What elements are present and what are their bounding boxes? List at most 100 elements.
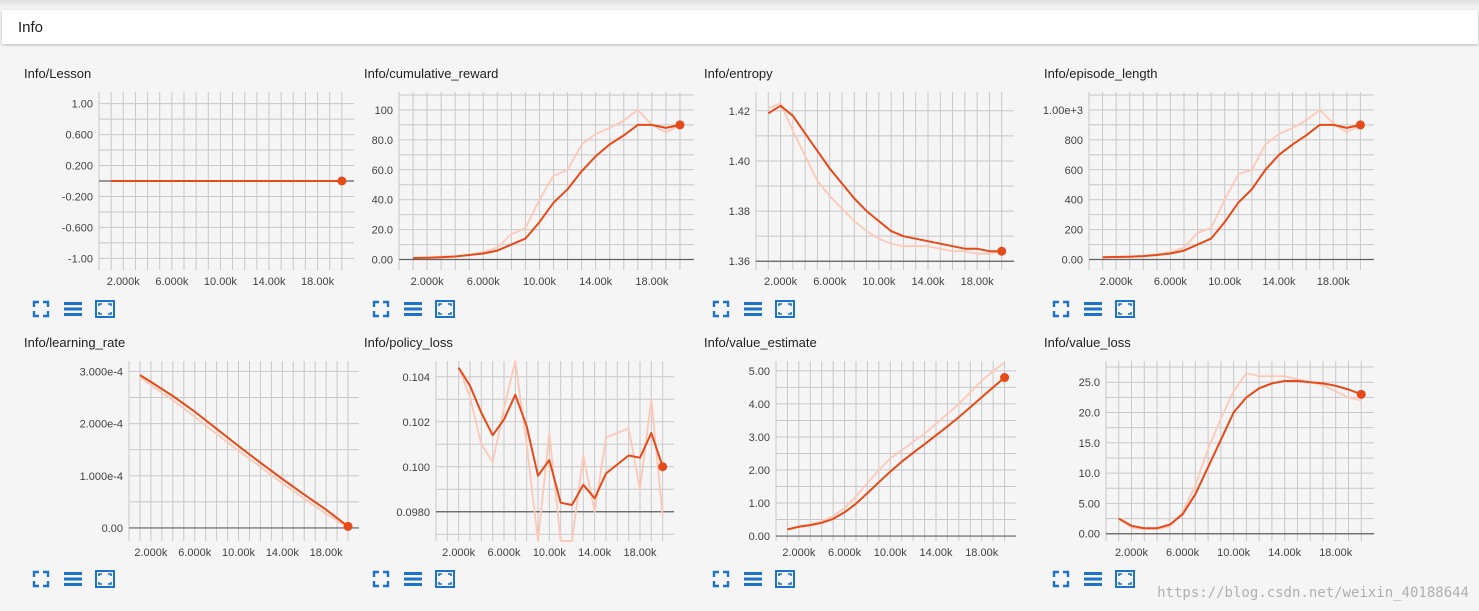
x-tick-label: 14.00k bbox=[579, 276, 613, 288]
expand-icon[interactable] bbox=[710, 568, 732, 590]
y-tick-label: 4.00 bbox=[749, 399, 770, 411]
x-tick-label: 2.000k bbox=[764, 276, 798, 288]
y-tick-label: 0.104 bbox=[402, 372, 430, 384]
y-tick-label: 0.600 bbox=[65, 130, 93, 142]
toggle-log-scale-icon[interactable] bbox=[1082, 568, 1104, 590]
y-tick-label: -1.00 bbox=[68, 253, 93, 265]
x-tick-label: 10.00k bbox=[862, 276, 896, 288]
x-tick-label: 10.00k bbox=[523, 276, 557, 288]
y-tick-label: 25.0 bbox=[1079, 377, 1100, 389]
toggle-log-scale-icon[interactable] bbox=[62, 298, 84, 320]
x-tick-label: 2.000k bbox=[134, 547, 168, 559]
chart-plot[interactable]: 0.00 1.00 2.00 3.00 4.00 5.00 2.000k 6.000k 10.0… bbox=[704, 335, 1040, 565]
series-line-smoothed bbox=[787, 376, 1006, 531]
fit-domain-icon[interactable] bbox=[774, 568, 796, 590]
x-tick-label: 6.000k bbox=[487, 547, 521, 559]
chart-plot[interactable]: 0.0980 0.100 0.102 0.104 2.000k 6.000k 10.00k 1… bbox=[364, 335, 700, 565]
x-tick-label: 18.00k bbox=[310, 547, 344, 559]
y-tick-label: 2.000e-4 bbox=[80, 419, 123, 431]
x-tick-label: 18.00k bbox=[635, 276, 669, 288]
last-point-marker[interactable] bbox=[1000, 373, 1010, 383]
y-tick-label: 400 bbox=[1065, 195, 1083, 207]
toggle-log-scale-icon[interactable] bbox=[1082, 298, 1104, 320]
fit-domain-icon[interactable] bbox=[94, 568, 116, 590]
y-tick-label: 100 bbox=[375, 105, 393, 117]
chart-plot[interactable]: 0.00 5.00 10.0 15.0 20.0 25.0 2.000k 6.000k 10.0… bbox=[1044, 335, 1380, 565]
y-tick-label: 0.0980 bbox=[396, 507, 430, 519]
y-tick-label: 5.00 bbox=[749, 366, 770, 378]
x-tick-label: 6.000k bbox=[828, 547, 862, 559]
series-line-raw bbox=[787, 361, 1006, 531]
toggle-log-scale-icon[interactable] bbox=[742, 298, 764, 320]
x-tick-label: 14.00k bbox=[919, 547, 953, 559]
last-point-marker[interactable] bbox=[1355, 120, 1365, 130]
fit-domain-icon[interactable] bbox=[1114, 298, 1136, 320]
series-line-smoothed bbox=[457, 367, 664, 506]
chart-plot[interactable]: 0.00 1.000e-4 2.000e-4 3.000e-4 2.000k 6.000k… bbox=[24, 335, 360, 565]
chart-plot[interactable]: 0.00 20.0 40.0 60.0 80.0 100 2.000k 6.000k 10.00… bbox=[364, 66, 700, 296]
last-point-marker[interactable] bbox=[343, 521, 353, 531]
chart-card: Info/episode_length 0.00 200 400 600 800 1.00e… bbox=[1043, 66, 1380, 332]
y-tick-label: 0.00 bbox=[1079, 529, 1100, 541]
toggle-log-scale-icon[interactable] bbox=[402, 568, 424, 590]
y-tick-label: 20.0 bbox=[1079, 408, 1100, 420]
y-tick-label: 1.00e+3 bbox=[1043, 105, 1083, 117]
chart-plot[interactable]: 1.00 0.600 0.200 -0.200 -0.600 -1.00 2.000k 6.0… bbox=[24, 66, 360, 296]
x-tick-label: 2.000k bbox=[411, 276, 445, 288]
y-tick-label: 40.0 bbox=[372, 195, 393, 207]
y-tick-label: 3.000e-4 bbox=[80, 366, 123, 378]
fit-domain-icon[interactable] bbox=[434, 568, 456, 590]
chart-title: Info/cumulative_reward bbox=[364, 66, 499, 81]
expand-icon[interactable] bbox=[30, 568, 52, 590]
expand-icon[interactable] bbox=[370, 568, 392, 590]
fit-domain-icon[interactable] bbox=[1114, 568, 1136, 590]
section-header[interactable]: Info bbox=[2, 10, 1478, 44]
y-tick-label: 2.00 bbox=[749, 465, 770, 477]
expand-icon[interactable] bbox=[1050, 568, 1072, 590]
toggle-log-scale-icon[interactable] bbox=[742, 568, 764, 590]
x-tick-label: 18.00k bbox=[1319, 547, 1353, 559]
x-tick-label: 10.00k bbox=[1208, 276, 1242, 288]
chart-card: Info/value_estimate 0.00 1.00 2.00 3.00 4.00 5… bbox=[704, 335, 1040, 601]
x-tick-label: 6.000k bbox=[1166, 547, 1200, 559]
chart-card: Info/entropy 1.36 1.38 1.40 1.42 2.000k 6.000k… bbox=[704, 66, 1040, 332]
x-tick-label: 10.00k bbox=[874, 547, 908, 559]
y-tick-label: 80.0 bbox=[372, 135, 393, 147]
last-point-marker[interactable] bbox=[337, 176, 347, 186]
y-tick-label: 1.42 bbox=[729, 106, 750, 118]
chart-title: Info/Lesson bbox=[24, 66, 92, 81]
y-tick-label: 1.00 bbox=[749, 498, 770, 510]
fit-domain-icon[interactable] bbox=[94, 298, 116, 320]
y-tick-label: 1.40 bbox=[729, 156, 750, 168]
x-tick-label: 14.00k bbox=[1268, 547, 1302, 559]
series-line-raw bbox=[1118, 372, 1362, 530]
y-tick-label: 800 bbox=[1065, 135, 1083, 147]
x-tick-label: 14.00k bbox=[911, 276, 945, 288]
last-point-marker[interactable] bbox=[1356, 389, 1366, 399]
x-tick-label: 6.000k bbox=[467, 276, 501, 288]
y-tick-label: 200 bbox=[1065, 225, 1083, 237]
expand-icon[interactable] bbox=[1050, 298, 1072, 320]
last-point-marker[interactable] bbox=[997, 246, 1007, 256]
y-tick-label: 10.0 bbox=[1079, 468, 1100, 480]
series-line-smoothed bbox=[412, 123, 681, 259]
expand-icon[interactable] bbox=[370, 298, 392, 320]
x-tick-label: 2.000k bbox=[1115, 547, 1149, 559]
toggle-log-scale-icon[interactable] bbox=[402, 298, 424, 320]
chart-plot[interactable]: 1.36 1.38 1.40 1.42 2.000k 6.000k 10.00k 14.00k… bbox=[704, 66, 1040, 296]
x-tick-label: 14.00k bbox=[1262, 276, 1296, 288]
series-line-smoothed bbox=[1102, 123, 1361, 259]
y-tick-label: 1.36 bbox=[729, 256, 750, 268]
expand-icon[interactable] bbox=[710, 298, 732, 320]
toggle-log-scale-icon[interactable] bbox=[62, 568, 84, 590]
y-tick-label: 0.00 bbox=[1062, 255, 1083, 267]
last-point-marker[interactable] bbox=[675, 120, 685, 130]
fit-domain-icon[interactable] bbox=[774, 298, 796, 320]
x-tick-label: 2.000k bbox=[107, 276, 141, 288]
expand-icon[interactable] bbox=[30, 298, 52, 320]
y-tick-label: 1.00 bbox=[72, 99, 93, 111]
last-point-marker[interactable] bbox=[658, 462, 668, 472]
x-tick-label: 18.00k bbox=[965, 547, 999, 559]
chart-plot[interactable]: 0.00 200 400 600 800 1.00e+3 2.000k 6.000k 10.00… bbox=[1043, 66, 1380, 296]
fit-domain-icon[interactable] bbox=[434, 298, 456, 320]
